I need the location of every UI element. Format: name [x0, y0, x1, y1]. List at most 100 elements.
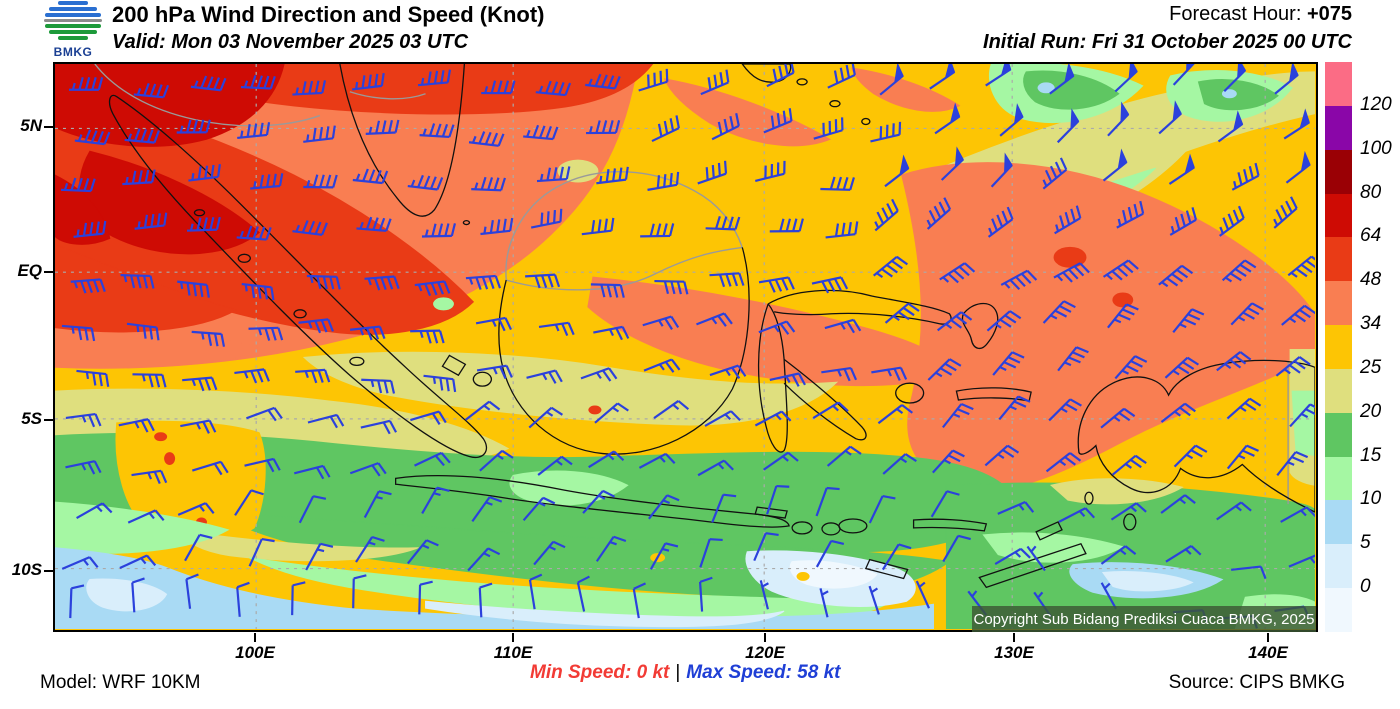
wind-barb	[350, 325, 386, 341]
wind-barb	[298, 318, 334, 334]
wind-barb	[882, 453, 917, 475]
wind-barb	[190, 75, 227, 92]
wind-barb	[306, 274, 341, 290]
wind-barb	[576, 575, 590, 612]
wind-barb	[1114, 355, 1148, 380]
wind-barb	[124, 128, 160, 144]
initial-run-label: Initial Run: Fri 31 October 2025 00 UTC	[983, 31, 1352, 53]
page-title: 200 hPa Wind Direction and Speed (Knot)	[112, 2, 545, 27]
wind-barb	[755, 160, 786, 183]
colorbar-label: 5	[1360, 532, 1371, 554]
wind-barb	[1230, 302, 1264, 326]
wind-barb	[915, 580, 930, 609]
wind-barb	[1049, 64, 1075, 95]
wind-barb	[65, 460, 102, 475]
wind-barb	[1217, 110, 1244, 143]
wind-barb	[769, 218, 804, 233]
wind-barb	[475, 316, 513, 332]
wind-barb	[131, 577, 145, 613]
wind-barb	[877, 404, 913, 425]
wind-barb	[182, 376, 218, 392]
wind-barb	[471, 496, 503, 522]
x-axis-label: 140E	[1248, 643, 1288, 662]
wind-barb	[884, 154, 910, 188]
colorbar-segment	[1325, 281, 1352, 326]
wind-barb	[526, 369, 563, 384]
wind-barb	[292, 80, 327, 96]
wind-barb	[464, 400, 501, 421]
y-axis-tick	[44, 570, 53, 572]
colorbar-segment	[1325, 500, 1352, 545]
wind-barb	[1287, 255, 1315, 278]
wind-barb	[481, 80, 516, 95]
wind-barb	[594, 402, 629, 424]
wind-barb	[1273, 196, 1298, 229]
wind-barb	[410, 329, 445, 344]
wind-barb	[1172, 308, 1205, 334]
wind-map-canvas	[55, 64, 1315, 629]
wind-barb	[940, 146, 964, 181]
wind-barb	[417, 69, 452, 87]
wind-barb	[1111, 454, 1147, 476]
wind-barb	[292, 220, 328, 236]
wind-barb	[535, 80, 572, 97]
wind-barb	[364, 275, 400, 291]
wind-barb	[236, 581, 250, 617]
wind-barb	[467, 547, 501, 572]
wind-barb	[763, 108, 793, 134]
minmax-speed: Min Speed: 0 kt | Max Speed: 58 kt	[530, 662, 840, 684]
x-axis-label: 130E	[994, 643, 1034, 662]
wind-barb	[61, 556, 99, 570]
wind-barb	[60, 177, 96, 193]
wind-barb	[68, 77, 104, 91]
wind-barb	[240, 74, 276, 90]
wind-barb	[821, 366, 858, 382]
wind-barb	[184, 533, 213, 562]
wind-barb	[753, 532, 779, 562]
wind-barb	[134, 212, 168, 230]
wind-barb	[766, 484, 790, 515]
wind-barb	[410, 410, 447, 425]
wind-barb	[1000, 269, 1038, 291]
colorbar-label: 34	[1360, 313, 1382, 335]
wind-barb	[870, 121, 902, 143]
wind-barb	[419, 123, 455, 139]
colorbar-label: 48	[1360, 269, 1382, 291]
wind-barb	[246, 406, 283, 422]
wind-barb	[352, 72, 385, 91]
wind-barb	[131, 469, 168, 485]
wind-barb	[1026, 545, 1046, 572]
colorbar-segment	[1325, 588, 1352, 632]
wind-barb	[647, 171, 680, 191]
wind-barb	[700, 69, 730, 96]
wind-barb	[582, 489, 616, 514]
colorbar-label: 64	[1360, 225, 1382, 247]
y-axis-label: 5N	[20, 116, 42, 135]
bmkg-logo-icon	[44, 1, 102, 40]
wind-barb	[406, 539, 439, 565]
x-axis-tick	[1013, 633, 1015, 642]
wind-barb	[1114, 64, 1138, 93]
model-label: Model: WRF 10KM	[40, 672, 201, 693]
wind-barb	[1053, 262, 1090, 283]
wind-barb	[1042, 157, 1068, 190]
wind-barb	[879, 64, 904, 96]
wind-barb	[305, 542, 334, 571]
wind-barb	[698, 576, 713, 612]
wind-barb	[826, 445, 862, 467]
wind-barb	[1223, 64, 1247, 93]
wind-barb	[352, 168, 389, 185]
speed-colorbar	[1325, 62, 1352, 632]
wind-barb	[648, 494, 680, 520]
wind-barb	[177, 502, 215, 516]
wind-barb	[480, 217, 514, 236]
wind-barb	[363, 490, 392, 519]
wind-barb	[465, 274, 502, 290]
colorbar-segment	[1325, 325, 1352, 369]
wind-barb	[365, 119, 400, 135]
wind-barb	[986, 310, 1022, 332]
wind-barb	[1173, 444, 1208, 468]
wind-barb	[414, 280, 451, 297]
wind-barb	[192, 460, 229, 476]
wind-barb	[999, 103, 1024, 137]
